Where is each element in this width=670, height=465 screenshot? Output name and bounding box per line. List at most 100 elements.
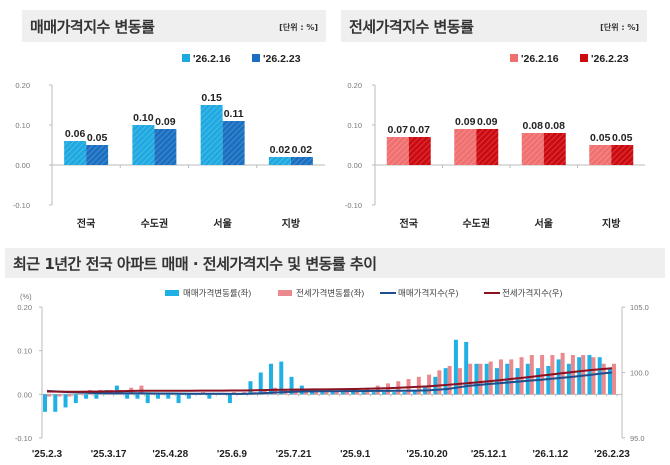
sale-legend-label-0: '26.2.16 <box>193 53 231 65</box>
trend-jeonse-rate-bar <box>601 363 606 395</box>
sale-value-label: 0.10 <box>133 112 154 124</box>
trend-sale-rate-bar <box>94 394 99 399</box>
sale-panel-title: 매매가격지수 변동률 <box>30 18 155 36</box>
sale-legend-swatch-1 <box>252 54 260 62</box>
trend-sale-rate-bar <box>597 357 602 395</box>
jeonse-value-label: 0.05 <box>612 132 633 144</box>
trend-jeonse-rate-bar <box>160 394 164 395</box>
jeonse-bar-prev <box>386 137 409 165</box>
trend-x-tick-label: '26.2.23 <box>594 449 630 460</box>
trend-jeonse-rate-bar <box>437 370 442 395</box>
sale-value-label: 0.15 <box>201 92 222 104</box>
trend-sale-rate-bar <box>320 392 325 395</box>
trend-y-left-tick-label: -0.10 <box>15 434 32 443</box>
sale-bar-prev <box>64 141 87 165</box>
trend-sale-rate-bar <box>536 368 541 395</box>
trend-sale-rate-bar <box>556 359 561 395</box>
trend-jeonse-rate-bar <box>170 394 175 395</box>
sale-value-label: 0.02 <box>270 144 291 156</box>
trend-jeonse-rate-bar <box>57 394 62 397</box>
trend-jeonse-rate-bar <box>47 394 51 397</box>
trend-sale-rate-bar <box>453 339 458 395</box>
jeonse-value-label: 0.07 <box>388 124 409 136</box>
jeonse-category-label: 전국 <box>400 217 418 230</box>
sale-bar-curr <box>222 121 245 165</box>
trend-combo-chart: (%) 매매가격변동률(좌) 전세가격변동률(좌) 매매가격지수(우) 전세가격지수(우… <box>15 288 649 460</box>
trend-legend-swatch <box>165 290 179 296</box>
trend-sale-rate-bar <box>412 389 417 395</box>
sale-bar-prev <box>132 125 155 165</box>
jeonse-bar-chart: '26.2.16'26.2.230.200.100.00-0.100.07 0.0… <box>345 53 645 230</box>
jeonse-value-label: 0.09 <box>455 116 476 128</box>
jeonse-y-tick-label: 0.10 <box>347 121 362 130</box>
trend-sale-rate-bar <box>53 394 58 412</box>
trend-sale-rate-bar <box>474 363 479 395</box>
jeonse-value-label: 0.08 <box>523 120 544 132</box>
trend-sale-rate-bar <box>279 361 284 395</box>
jeonse-value-label: 0.09 <box>477 116 498 128</box>
trend-jeonse-rate-bar <box>468 363 473 395</box>
trend-x-tick-label: '25.4.28 <box>152 449 188 460</box>
sale-y-tick-label: -0.10 <box>13 201 30 210</box>
trend-x-tick-label: '25.6.9 <box>217 449 248 460</box>
sale-bar-prev <box>268 157 291 165</box>
trend-legend-label: 매매가격지수(우) <box>398 288 459 298</box>
trend-y-left-tick-label: 0.20 <box>17 303 32 312</box>
jeonse-bar-curr <box>476 129 499 165</box>
sale-value-label: 0.06 <box>65 128 86 140</box>
trend-sale-rate-bar <box>340 392 345 395</box>
jeonse-bar-curr <box>408 137 431 165</box>
trend-x-tick-label: '26.1.12 <box>532 449 568 460</box>
jeonse-panel-header: 전세가격지수 변동률 [단위 : %] <box>341 10 647 42</box>
trend-x-tick-label: '25.3.17 <box>91 449 127 460</box>
trend-jeonse-rate-bar <box>478 363 483 395</box>
trend-sale-rate-bar <box>258 372 263 395</box>
jeonse-value-label: 0.05 <box>590 132 611 144</box>
trend-x-tick-label: '25.12.1 <box>471 449 507 460</box>
trend-sale-rate-bar <box>186 394 191 399</box>
trend-jeonse-rate-bar <box>457 368 462 395</box>
trend-sale-rate-bar <box>464 341 469 395</box>
trend-jeonse-rate-bar <box>273 387 277 395</box>
trend-panel-header: 최근 1년간 전국 아파트 매매 · 전세가격지수 및 변동률 추이 <box>5 248 665 278</box>
trend-jeonse-rate-bar <box>355 389 360 395</box>
sale-category-label: 서울 <box>213 217 231 230</box>
trend-sale-rate-bar <box>443 368 448 395</box>
trend-sale-rate-bar <box>114 385 119 395</box>
sale-category-label: 지방 <box>282 217 301 230</box>
sale-value-label: 0.02 <box>292 144 313 156</box>
jeonse-y-tick-label: 0.00 <box>347 161 362 170</box>
sale-category-label: 수도권 <box>141 218 169 230</box>
sale-y-tick-label: 0.10 <box>15 121 30 130</box>
trend-x-tick-label: '25.10.20 <box>406 449 448 460</box>
jeonse-bar-prev <box>454 129 477 165</box>
sale-value-label: 0.11 <box>224 108 244 120</box>
sale-panel-unit: [단위 : %] <box>279 23 318 32</box>
trend-sale-rate-bar <box>382 392 386 395</box>
sale-bar-curr <box>290 157 313 165</box>
trend-y-left-tick-label: 0.10 <box>17 347 32 356</box>
trend-sale-rate-bar <box>269 363 273 395</box>
sale-bar-chart: '26.2.16'26.2.230.200.100.00-0.100.06 0.0… <box>13 53 325 230</box>
trend-jeonse-index-line <box>46 367 613 393</box>
jeonse-category-label: 서울 <box>535 217 553 230</box>
trend-y-left-unit: (%) <box>20 292 32 301</box>
trend-sale-rate-bar <box>84 394 89 399</box>
trend-sale-rate-bar <box>166 394 171 399</box>
jeonse-legend-swatch-0 <box>510 54 518 62</box>
trend-panel-title: 최근 1년간 전국 아파트 매매 · 전세가격지수 및 변동률 추이 <box>13 255 377 273</box>
jeonse-legend-swatch-1 <box>580 54 588 62</box>
trend-sale-rate-bar <box>125 394 130 399</box>
trend-y-right-tick-label: 100.0 <box>630 369 649 378</box>
trend-jeonse-rate-bar <box>612 363 616 395</box>
trend-jeonse-rate-bar <box>344 389 349 395</box>
trend-jeonse-rate-bar <box>427 374 432 395</box>
jeonse-category-label: 수도권 <box>462 218 490 230</box>
sale-y-tick-label: 0.00 <box>15 161 30 170</box>
jeonse-panel-unit: [단위 : %] <box>600 23 639 32</box>
trend-jeonse-rate-bar <box>509 359 514 395</box>
trend-sale-index-line <box>46 371 613 395</box>
jeonse-category-label: 지방 <box>602 217 621 230</box>
trend-sale-rate-bar <box>566 363 571 395</box>
jeonse-value-label: 0.07 <box>410 124 431 136</box>
